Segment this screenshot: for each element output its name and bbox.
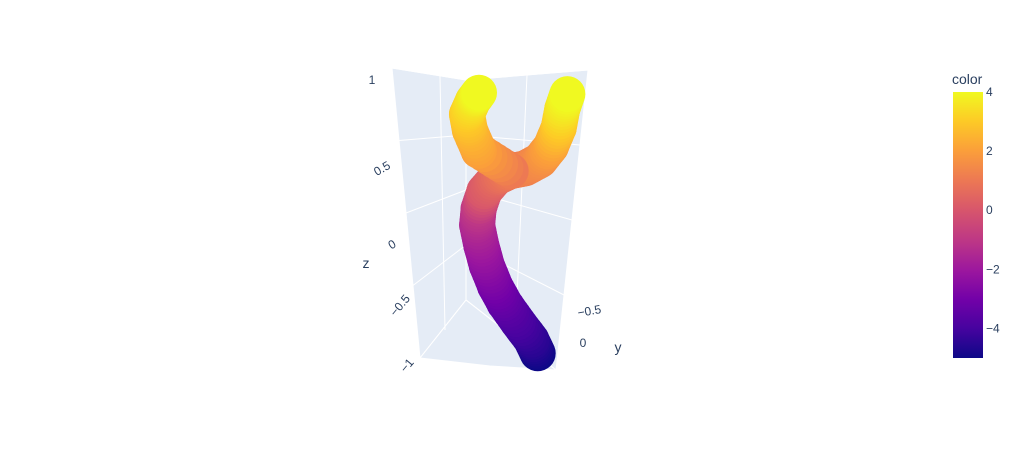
colorbar-tick-label: 2: [986, 144, 993, 158]
colorbar-ticks: 4 2 0 −2 −4: [986, 85, 1000, 335]
gridline: [439, 75, 446, 331]
z-tick-label: 0.5: [371, 158, 393, 179]
gridline: [405, 189, 467, 214]
colorbar-title: color: [952, 71, 983, 87]
colorbar-tick-label: 4: [986, 85, 993, 99]
colorbar-tick-label: 0: [986, 203, 993, 217]
y-tick-label: −0.5: [576, 302, 602, 320]
z-tick-label: 0: [386, 237, 399, 253]
gridline: [419, 299, 467, 359]
scene-3d[interactable]: [391, 67, 589, 372]
colorbar-gradient: [953, 92, 983, 358]
gridline: [412, 244, 467, 286]
colorbar: color 4 2 0 −2 −4: [952, 71, 1000, 358]
z-tick-label: −1: [397, 355, 417, 375]
z-tick-label: −0.5: [387, 292, 413, 319]
data-point: [461, 74, 497, 111]
data-point: [549, 76, 586, 113]
data-tube: [449, 74, 586, 372]
colorbar-tick-label: −4: [986, 321, 1000, 335]
colorbar-tick-label: −2: [986, 262, 1000, 276]
y-tick-label: 0: [580, 336, 587, 350]
z-axis-title: z: [363, 255, 370, 271]
z-tick-label: 1: [369, 73, 376, 87]
y-axis: −0.5 0 y: [576, 302, 621, 355]
gridline: [391, 67, 467, 81]
y-axis-title: y: [615, 339, 622, 355]
